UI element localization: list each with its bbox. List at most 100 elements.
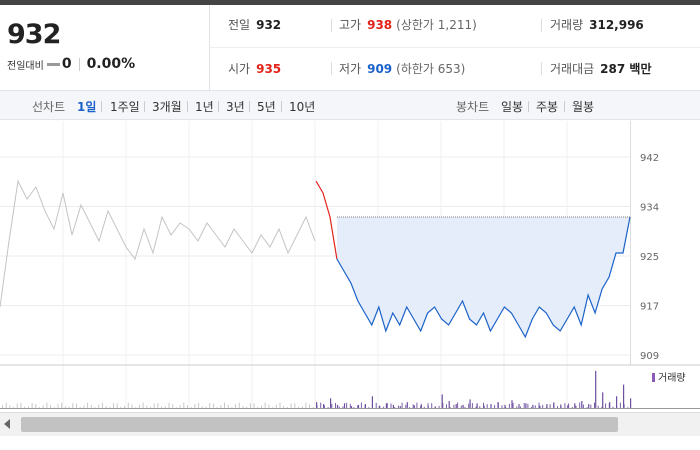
- volume-bar: [331, 403, 333, 408]
- volume-bar: [575, 405, 577, 408]
- change-percent: 0.00%: [86, 56, 136, 72]
- volume-bar: [257, 406, 259, 408]
- volume-bar: [460, 405, 462, 408]
- tab-10year[interactable]: 10년: [289, 100, 316, 114]
- divider: [249, 101, 250, 112]
- volume-bar: [368, 407, 370, 408]
- volume-bar: [549, 404, 551, 408]
- volume-bar: [135, 407, 137, 408]
- volume-bar: [469, 399, 471, 408]
- volume-bar: [471, 403, 473, 408]
- volume-bar: [557, 406, 558, 408]
- volume-bar: [124, 405, 126, 408]
- volume-bar: [53, 407, 55, 408]
- volume-bar: [612, 406, 614, 408]
- volume-bar: [109, 406, 111, 408]
- volume-bar: [383, 406, 385, 408]
- price-summary: 932 전일대비 0 0.00%: [0, 5, 210, 90]
- volume-bar: [231, 407, 233, 408]
- amount-label: 거래대금: [550, 62, 595, 76]
- volume-bar: [327, 407, 329, 408]
- scroll-thumb[interactable]: [21, 417, 618, 432]
- volume-bar: [261, 405, 262, 408]
- volume-bar: [527, 403, 529, 408]
- volume-bar: [427, 403, 429, 408]
- tab-3month[interactable]: 3개월: [152, 100, 182, 114]
- volume-bar: [405, 404, 407, 408]
- volume-bar: [476, 403, 478, 408]
- tab-monthly[interactable]: 월봉: [572, 100, 595, 114]
- volume-bar: [35, 404, 37, 408]
- volume-bar: [427, 405, 429, 408]
- volume-bar: [142, 402, 144, 408]
- tab-1day[interactable]: 1일: [77, 100, 97, 114]
- volume-bar: [553, 402, 555, 408]
- chart-scrollbar[interactable]: [0, 412, 700, 436]
- volume-bar: [457, 402, 459, 408]
- divider: [281, 101, 282, 112]
- volume-bar: [168, 402, 170, 408]
- divider: [541, 62, 542, 75]
- tab-1week[interactable]: 1주일: [110, 100, 140, 114]
- divider: [331, 19, 332, 32]
- volume-bar: [420, 404, 422, 408]
- volume-bar: [406, 402, 408, 408]
- volume-bar: [268, 404, 270, 408]
- volume-bar: [431, 403, 433, 408]
- volume-bar: [582, 404, 584, 408]
- volume-bar: [323, 405, 325, 408]
- volume-bar: [220, 405, 222, 408]
- volume-bar: [357, 404, 360, 408]
- volume-bar: [490, 404, 492, 408]
- tab-1year[interactable]: 1년: [195, 100, 214, 114]
- volume-bar: [27, 406, 29, 408]
- volume-bar: [434, 406, 436, 408]
- volume-bar: [212, 403, 214, 408]
- volume-bar: [483, 405, 485, 408]
- chart-toolbar: 선차트 1일 1주일 3개월 1년 3년 5년 10년 봉차트 일봉 주봉 월봉: [0, 90, 700, 120]
- volume-bar: [61, 402, 63, 408]
- volume-bar: [455, 404, 457, 408]
- open-price: 시가 935: [228, 60, 281, 77]
- volume-bar: [523, 403, 525, 408]
- volume-bar: [336, 404, 339, 408]
- volume-bar: [76, 403, 77, 408]
- tab-5year[interactable]: 5년: [257, 100, 276, 114]
- volume-bar: [525, 403, 527, 408]
- volume-bar: [508, 403, 510, 408]
- prev-day-line: [0, 179, 316, 308]
- volume-bar: [483, 402, 484, 408]
- volume-bar: [39, 407, 40, 408]
- volume-bar: [357, 405, 359, 408]
- scroll-left-icon[interactable]: [4, 419, 10, 429]
- volume-bar: [588, 404, 590, 408]
- volume-bar: [371, 396, 373, 408]
- volume-bar: [131, 404, 133, 408]
- volume-bar: [446, 404, 447, 408]
- volume-bar: [175, 407, 177, 408]
- volume-bar: [346, 402, 348, 408]
- volume-bar: [378, 405, 380, 408]
- tab-3year[interactable]: 3년: [226, 100, 245, 114]
- volume-bar: [13, 407, 15, 408]
- volume-bar: [353, 407, 355, 408]
- tab-daily[interactable]: 일봉: [501, 100, 524, 114]
- volume-bar: [385, 403, 387, 408]
- volume-bar: [412, 404, 414, 408]
- volume-bar: [494, 405, 496, 408]
- volume-bar: [120, 406, 122, 408]
- volume-bar: [98, 404, 100, 408]
- volume-bar: [505, 407, 507, 408]
- volume-bar: [511, 400, 513, 408]
- amount-value: 287 백만: [600, 62, 652, 76]
- price-chart: 942 934 925 917 909 거래량: [0, 121, 700, 409]
- volume-bar: [518, 404, 520, 408]
- prev-close-value: 932: [256, 17, 282, 32]
- volume-bar: [94, 407, 96, 408]
- tab-weekly[interactable]: 주봉: [536, 100, 559, 114]
- today-area-fill: [336, 217, 630, 337]
- volume-bar: [616, 396, 618, 408]
- volume-bar: [249, 403, 251, 408]
- volume-bar: [101, 402, 103, 408]
- trade-amount: 거래대금 287 백만: [550, 60, 651, 77]
